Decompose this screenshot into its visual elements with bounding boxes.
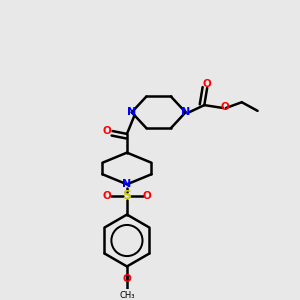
Text: O: O [220, 101, 229, 112]
Text: O: O [102, 191, 111, 201]
Text: CH₃: CH₃ [119, 291, 135, 300]
Text: O: O [123, 274, 131, 284]
Text: N: N [127, 107, 136, 117]
Text: O: O [102, 126, 111, 136]
Text: N: N [122, 179, 132, 189]
Text: N: N [181, 107, 190, 117]
Text: S: S [122, 189, 131, 203]
Text: O: O [203, 80, 212, 89]
Text: O: O [143, 191, 152, 201]
